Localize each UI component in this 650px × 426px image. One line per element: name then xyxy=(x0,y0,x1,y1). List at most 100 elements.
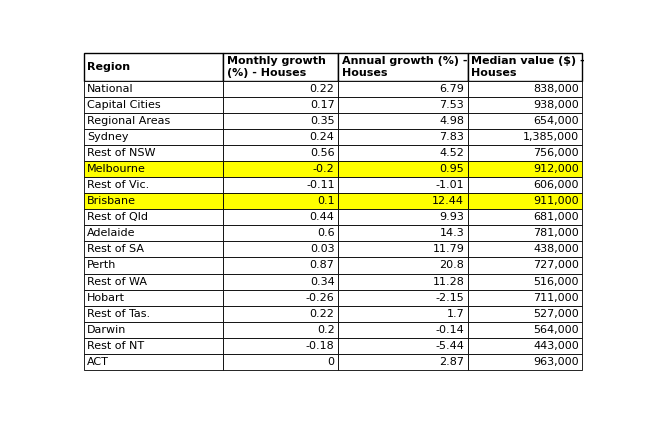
Text: Median value ($) -
Houses: Median value ($) - Houses xyxy=(471,56,585,78)
Text: ACT: ACT xyxy=(87,357,109,367)
Bar xyxy=(338,97,468,113)
Text: 4.98: 4.98 xyxy=(439,116,464,126)
Bar xyxy=(224,290,338,306)
Text: Darwin: Darwin xyxy=(87,325,127,335)
Text: 0.44: 0.44 xyxy=(309,212,335,222)
Bar xyxy=(224,81,338,97)
Bar xyxy=(468,209,582,225)
Text: Rest of WA: Rest of WA xyxy=(87,276,148,287)
Bar xyxy=(84,129,224,145)
Text: Regional Areas: Regional Areas xyxy=(87,116,170,126)
Text: -0.14: -0.14 xyxy=(436,325,464,335)
Text: 438,000: 438,000 xyxy=(533,245,579,254)
Text: Brisbane: Brisbane xyxy=(87,196,136,206)
Text: 727,000: 727,000 xyxy=(533,260,579,271)
Bar xyxy=(468,129,582,145)
Text: 963,000: 963,000 xyxy=(534,357,579,367)
Text: 0.17: 0.17 xyxy=(310,100,335,110)
Bar xyxy=(224,193,338,209)
Text: Capital Cities: Capital Cities xyxy=(87,100,161,110)
Text: 14.3: 14.3 xyxy=(439,228,464,238)
Text: 4.52: 4.52 xyxy=(439,148,464,158)
Text: -2.15: -2.15 xyxy=(436,293,464,302)
Text: 7.53: 7.53 xyxy=(439,100,464,110)
Text: Annual growth (%) -
Houses: Annual growth (%) - Houses xyxy=(342,56,467,78)
Text: Adelaide: Adelaide xyxy=(87,228,136,238)
Text: -0.11: -0.11 xyxy=(306,180,335,190)
Text: 443,000: 443,000 xyxy=(533,341,579,351)
Bar xyxy=(224,306,338,322)
Bar xyxy=(224,161,338,177)
Text: 654,000: 654,000 xyxy=(534,116,579,126)
Bar xyxy=(338,257,468,273)
Text: Rest of Vic.: Rest of Vic. xyxy=(87,180,150,190)
Bar xyxy=(338,193,468,209)
Bar xyxy=(224,97,338,113)
Bar xyxy=(84,242,224,257)
Bar xyxy=(468,145,582,161)
Text: 0.56: 0.56 xyxy=(310,148,335,158)
Bar xyxy=(338,322,468,338)
Text: Hobart: Hobart xyxy=(87,293,125,302)
Text: 711,000: 711,000 xyxy=(534,293,579,302)
Bar xyxy=(84,81,224,97)
Text: 838,000: 838,000 xyxy=(533,83,579,94)
Bar xyxy=(338,242,468,257)
Bar xyxy=(468,242,582,257)
Text: 527,000: 527,000 xyxy=(533,309,579,319)
Bar xyxy=(84,113,224,129)
Bar xyxy=(224,129,338,145)
Bar xyxy=(224,273,338,290)
Bar xyxy=(224,177,338,193)
Text: 0.87: 0.87 xyxy=(309,260,335,271)
Bar xyxy=(224,225,338,242)
Text: 0.22: 0.22 xyxy=(309,83,335,94)
Bar xyxy=(338,225,468,242)
Text: 1.7: 1.7 xyxy=(447,309,464,319)
Bar xyxy=(468,322,582,338)
Bar xyxy=(84,53,224,81)
Text: 756,000: 756,000 xyxy=(534,148,579,158)
Bar xyxy=(224,338,338,354)
Bar xyxy=(468,193,582,209)
Bar xyxy=(338,209,468,225)
Text: Rest of NT: Rest of NT xyxy=(87,341,144,351)
Text: Rest of SA: Rest of SA xyxy=(87,245,144,254)
Text: Monthly growth
(%) - Houses: Monthly growth (%) - Houses xyxy=(227,56,326,78)
Bar xyxy=(338,161,468,177)
Text: 0.35: 0.35 xyxy=(310,116,335,126)
Text: 606,000: 606,000 xyxy=(534,180,579,190)
Text: Sydney: Sydney xyxy=(87,132,129,142)
Text: 0.24: 0.24 xyxy=(309,132,335,142)
Bar xyxy=(84,161,224,177)
Text: 0.03: 0.03 xyxy=(310,245,335,254)
Bar xyxy=(224,145,338,161)
Bar xyxy=(468,161,582,177)
Text: -0.2: -0.2 xyxy=(313,164,335,174)
Bar xyxy=(468,338,582,354)
Bar xyxy=(84,177,224,193)
Bar xyxy=(468,53,582,81)
Text: 911,000: 911,000 xyxy=(534,196,579,206)
Bar xyxy=(84,193,224,209)
Text: 0.95: 0.95 xyxy=(439,164,464,174)
Text: National: National xyxy=(87,83,134,94)
Bar xyxy=(338,177,468,193)
Bar xyxy=(468,177,582,193)
Bar xyxy=(338,81,468,97)
Text: 938,000: 938,000 xyxy=(533,100,579,110)
Bar xyxy=(84,97,224,113)
Text: 912,000: 912,000 xyxy=(533,164,579,174)
Text: 781,000: 781,000 xyxy=(533,228,579,238)
Bar xyxy=(338,338,468,354)
Bar xyxy=(338,290,468,306)
Bar xyxy=(468,225,582,242)
Bar xyxy=(338,306,468,322)
Text: 20.8: 20.8 xyxy=(439,260,464,271)
Text: Region: Region xyxy=(87,62,131,72)
Bar xyxy=(84,322,224,338)
Bar xyxy=(468,354,582,370)
Bar xyxy=(84,209,224,225)
Text: Rest of Tas.: Rest of Tas. xyxy=(87,309,150,319)
Text: Melbourne: Melbourne xyxy=(87,164,146,174)
